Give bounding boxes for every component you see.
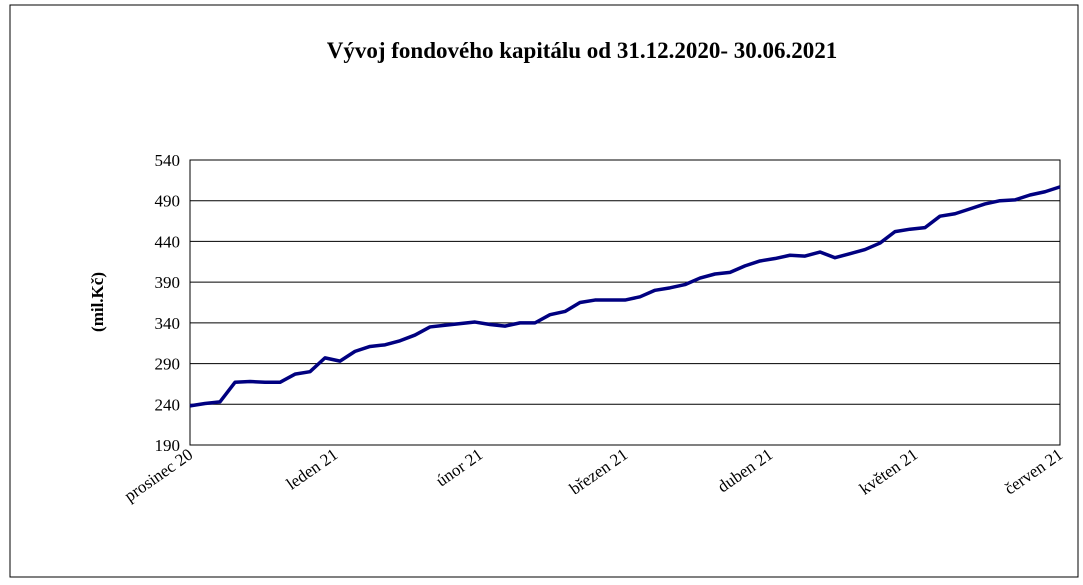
data-line <box>189 185 1061 408</box>
y-axis-label: (mil.Kč) <box>88 272 107 332</box>
y-tick-label: 390 <box>155 273 181 292</box>
y-tick-label: 490 <box>155 192 181 211</box>
y-tick-label: 240 <box>155 395 181 414</box>
y-tick-label: 440 <box>155 232 181 251</box>
y-tick-label: 190 <box>155 436 181 455</box>
y-tick-label: 340 <box>155 314 181 333</box>
chart-frame <box>9 4 1079 578</box>
chart-title: Vývoj fondového kapitálu od 31.12.2020- … <box>327 38 838 63</box>
y-tick-label: 540 <box>155 151 181 170</box>
y-tick-label: 290 <box>155 355 181 374</box>
